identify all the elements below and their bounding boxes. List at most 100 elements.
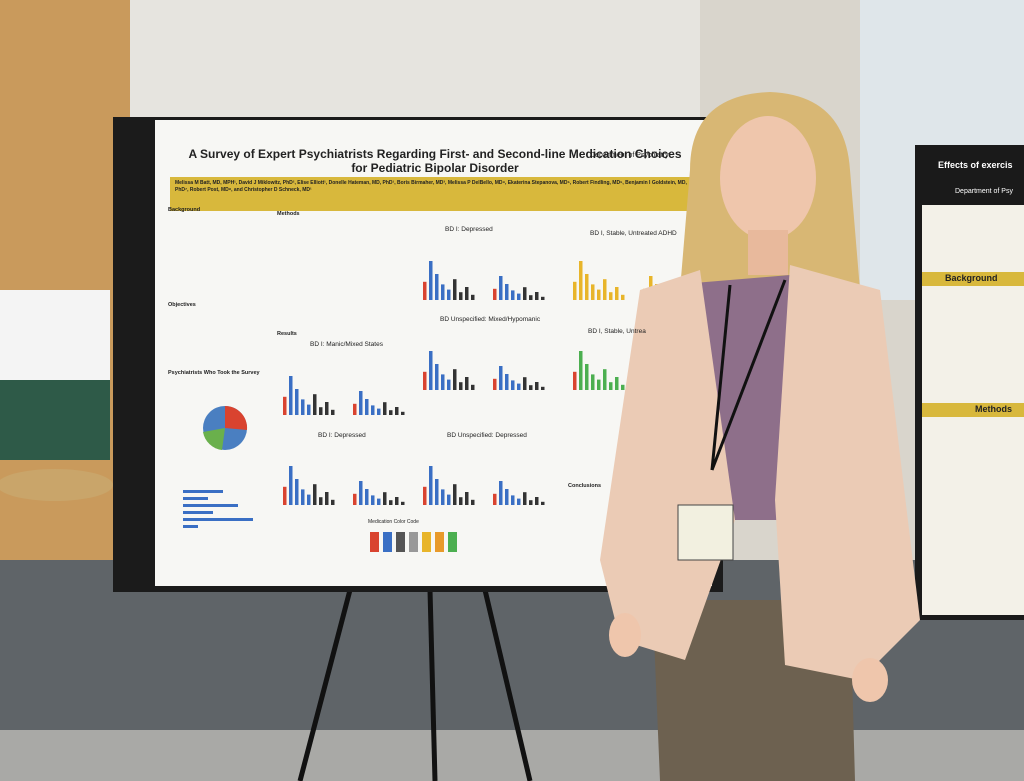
poster-bar (301, 489, 305, 505)
department: Department of Psychiatry (590, 152, 669, 159)
poster-bar (511, 380, 515, 390)
poster-bar (597, 289, 601, 300)
poster-bar (523, 492, 527, 505)
poster-bar (183, 518, 253, 521)
poster-bar (459, 382, 463, 390)
poster-bar (423, 371, 427, 390)
poster-bar (471, 499, 475, 505)
id-badge (677, 504, 734, 561)
poster-bar (505, 489, 509, 505)
side-band (922, 272, 1024, 286)
legend-swatch (383, 532, 392, 552)
poster-bar (319, 497, 323, 505)
poster-bar (453, 279, 457, 300)
poster-bar (535, 382, 539, 390)
poster-bar (331, 409, 335, 415)
side-heading: Background (945, 273, 998, 283)
poster-bar (535, 292, 539, 300)
poster-bar (423, 281, 427, 300)
poster-bar (517, 383, 521, 390)
poster-bar (435, 479, 439, 505)
poster-bar (183, 511, 213, 514)
poster-bar (493, 378, 497, 390)
legend-swatch (370, 532, 379, 552)
poster-bar (459, 292, 463, 300)
poster-bar (429, 261, 433, 300)
poster-bar (471, 294, 475, 300)
poster-bar (453, 369, 457, 390)
poster-bar (621, 294, 625, 300)
poster-bar (465, 377, 469, 390)
poster-bar (283, 486, 287, 505)
poster-bar (579, 261, 583, 300)
section-heading: Objectives (168, 302, 196, 308)
face (720, 116, 816, 240)
poster-bar (603, 369, 607, 390)
poster-bar (529, 385, 533, 390)
wood-panel (0, 0, 130, 560)
poster-bar (359, 481, 363, 505)
poster-bar (603, 279, 607, 300)
poster-bar (429, 466, 433, 505)
poster-bar (441, 489, 445, 505)
panel-title: BD Unspecified: Depressed (447, 432, 527, 439)
poster-bar (365, 399, 369, 415)
side-band (922, 403, 1024, 417)
poster-bar (609, 382, 613, 390)
poster-bar (183, 497, 208, 500)
poster-bar (389, 500, 393, 505)
poster-bar (441, 374, 445, 390)
author-band (170, 177, 700, 211)
poster-bar (609, 292, 613, 300)
poster-bar (453, 484, 457, 505)
poster-bar (541, 386, 545, 390)
poster-bar (435, 364, 439, 390)
poster-bar (307, 494, 311, 505)
neck (748, 230, 788, 275)
poster-bar (401, 501, 405, 505)
section-heading: Results (277, 331, 297, 337)
poster-bar (289, 466, 293, 505)
poster-bar (523, 287, 527, 300)
legend-swatch (396, 532, 405, 552)
poster-bar (365, 489, 369, 505)
poster-bar (441, 284, 445, 300)
section-heading: Conclusions (568, 483, 602, 489)
poster-bar (591, 284, 595, 300)
poster-bar (371, 405, 375, 415)
panel-title: BD I: Manic/Mixed States (310, 341, 383, 348)
easel-leg (427, 589, 438, 781)
poster-bar (283, 396, 287, 415)
poster-bar (353, 493, 357, 505)
poster-bar (465, 492, 469, 505)
pie-slice (203, 428, 225, 450)
poster-bar (499, 481, 503, 505)
poster-bar (505, 284, 509, 300)
poster-bar (447, 379, 451, 390)
section-heading: Methods (277, 211, 300, 217)
poster-bar (541, 296, 545, 300)
poster-bar (493, 288, 497, 300)
authors: Melissa M Batt, MD, MPH¹, David J Miklow… (175, 180, 687, 193)
poster-bar (499, 366, 503, 390)
section-heading: Background (168, 207, 201, 213)
poster-bar (579, 351, 583, 390)
poster-bar (529, 500, 533, 505)
poster-bar (183, 490, 223, 493)
panel-title: BD I: Depressed (318, 432, 366, 439)
poster-bar (597, 379, 601, 390)
poster-bar (301, 399, 305, 415)
panel-title: BD Unspecified: Mixed/Hypomanic (440, 316, 541, 323)
poster-bar (471, 384, 475, 390)
poster-bar (295, 389, 299, 415)
poster-bar (319, 407, 323, 415)
blazer-left (600, 270, 735, 660)
poster-bar (389, 410, 393, 415)
easel-leg (297, 589, 353, 781)
poster-bar (359, 391, 363, 415)
poster-bar (423, 486, 427, 505)
poster-bar (383, 492, 387, 505)
poster-bar (377, 408, 381, 415)
